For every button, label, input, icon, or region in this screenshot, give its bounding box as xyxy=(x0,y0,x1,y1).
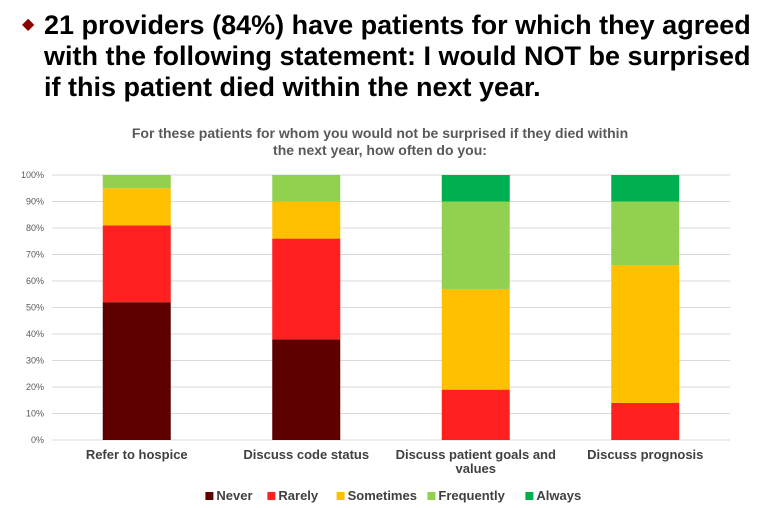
category-label: Discuss prognosis xyxy=(587,447,703,462)
bars xyxy=(102,175,680,440)
bar-segment-frequently xyxy=(272,175,341,202)
bar-segment-rarely xyxy=(272,238,341,340)
legend-swatch-always xyxy=(525,492,534,500)
legend-label: Rarely xyxy=(278,488,319,503)
y-tick-label: 40% xyxy=(26,329,44,339)
category-label: Refer to hospice xyxy=(86,447,188,462)
slide-headline: ◆ 21 providers (84%) have patients for w… xyxy=(22,10,752,103)
bar-segment-never xyxy=(272,339,341,440)
bar-segment-rarely xyxy=(102,225,171,303)
y-tick-label: 60% xyxy=(26,276,44,286)
category-labels: Refer to hospice Discuss code status Discu… xyxy=(86,447,704,476)
category-label: Discuss patient goals and xyxy=(396,447,556,462)
bar-segment-rarely xyxy=(441,389,510,440)
diamond-bullet-icon: ◆ xyxy=(22,16,35,33)
category-label: Discuss code status xyxy=(243,447,369,462)
bar-segment-frequently xyxy=(611,201,680,266)
y-tick-label: 80% xyxy=(26,223,44,233)
y-tick-label: 90% xyxy=(26,197,44,207)
legend: Never Rarely Sometimes Frequently Always xyxy=(205,488,581,503)
legend-swatch-never xyxy=(205,492,214,500)
bar-segment-frequently xyxy=(102,175,171,189)
bar-segment-sometimes xyxy=(441,288,510,390)
bar-segment-sometimes xyxy=(102,188,171,226)
bar-segment-rarely xyxy=(611,402,680,440)
y-tick-label: 30% xyxy=(26,356,44,366)
bar-segment-sometimes xyxy=(611,265,680,403)
bar-segment-always xyxy=(611,175,680,202)
y-tick-label: 100% xyxy=(21,170,44,180)
y-tick-label: 20% xyxy=(26,382,44,392)
legend-label: Never xyxy=(216,488,252,503)
bar-segment-always xyxy=(441,175,510,202)
legend-swatch-sometimes xyxy=(336,492,345,500)
y-axis-ticks: 0% 10% 20% 30% 40% 50% 60% 70% 80% 90% 100% xyxy=(21,170,44,445)
headline-text: 21 providers (84%) have patients for whi… xyxy=(44,10,751,102)
y-tick-label: 0% xyxy=(31,435,44,445)
legend-label: Sometimes xyxy=(348,488,417,503)
chart-title-line: the next year, how often do you: xyxy=(273,142,487,158)
legend-swatch-rarely xyxy=(267,492,276,500)
y-tick-label: 70% xyxy=(26,250,44,260)
chart-title-line: For these patients for whom you would no… xyxy=(132,125,628,141)
bar-segment-frequently xyxy=(441,201,510,289)
y-tick-label: 10% xyxy=(26,409,44,419)
legend-label: Frequently xyxy=(438,488,505,503)
y-tick-label: 50% xyxy=(26,303,44,313)
bar-segment-sometimes xyxy=(272,201,341,239)
chart-title: For these patients for whom you would no… xyxy=(132,125,628,158)
category-label: values xyxy=(456,461,496,476)
legend-swatch-frequently xyxy=(427,492,436,500)
bar-segment-never xyxy=(102,302,171,440)
legend-label: Always xyxy=(536,488,581,503)
